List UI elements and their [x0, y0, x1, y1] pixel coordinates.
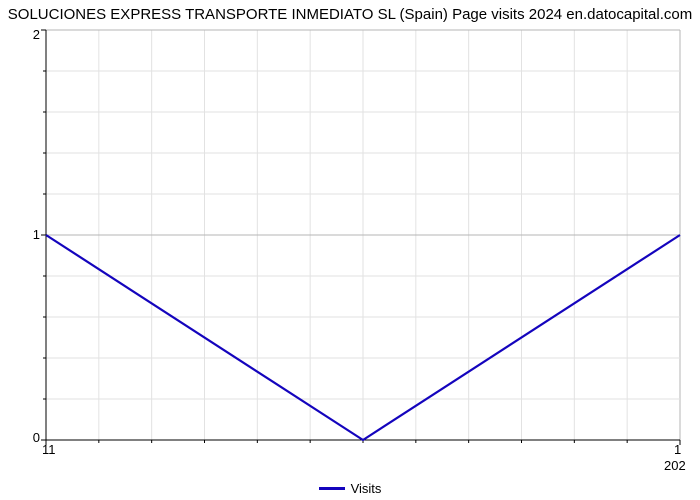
chart-svg — [46, 30, 680, 440]
y-tick-label-2: 2 — [10, 27, 40, 42]
x-secondary-label-right: 202 — [664, 458, 686, 473]
legend-label-visits: Visits — [351, 481, 382, 496]
x-tick-label-left: 11 — [42, 442, 56, 457]
chart-title: SOLUCIONES EXPRESS TRANSPORTE INMEDIATO … — [0, 6, 700, 23]
chart-legend: Visits — [0, 481, 700, 496]
legend-swatch-visits — [319, 487, 345, 490]
y-tick-label-0: 0 — [10, 430, 40, 445]
chart-plot-area — [46, 30, 680, 440]
x-tick-label-right: 1 — [674, 442, 681, 457]
y-tick-label-1: 1 — [10, 227, 40, 242]
